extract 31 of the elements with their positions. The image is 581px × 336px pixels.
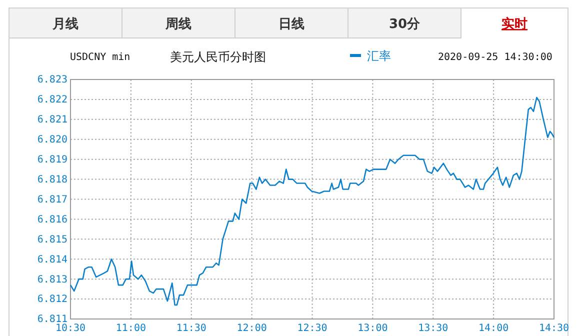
y-tick-label: 6.819	[37, 154, 68, 166]
y-tick-label: 6.822	[37, 94, 68, 106]
x-tick-label: 12:00	[236, 323, 267, 334]
y-tick-label: 6.816	[37, 214, 68, 226]
text: 月线	[52, 17, 78, 32]
y-tick-label: 6.812	[37, 294, 68, 306]
x-tick-label: 14:30	[538, 323, 570, 334]
chart-subtitle: USDCNY min	[70, 52, 130, 63]
text: 日线	[278, 17, 304, 32]
x-tick-label: 12:30	[297, 323, 328, 334]
x-tick-label: 14:00	[478, 323, 509, 334]
x-tick-label: 11:00	[116, 323, 146, 334]
y-tick-label: 6.818	[37, 174, 68, 186]
text: 周线	[164, 17, 192, 32]
y-tick-label: 6.815	[37, 234, 68, 246]
text: 30分	[388, 17, 422, 32]
text: 2020-09-25 14:30:00	[438, 52, 552, 63]
text: 实时	[502, 16, 528, 32]
y-tick-label: 6.823	[37, 74, 68, 86]
y-tick-label: 6.813	[37, 274, 68, 286]
y-tick-label: 6.814	[37, 254, 68, 266]
x-tick-label: 10:30	[55, 323, 86, 334]
x-tick-label: 11:30	[176, 323, 206, 334]
line-series	[70, 96, 555, 306]
x-tick-label: 13:00	[358, 323, 388, 334]
y-tick-label: 6.817	[37, 194, 68, 206]
x-tick-label: 13:30	[418, 323, 448, 334]
y-tick-label: 6.821	[37, 114, 68, 126]
legend-label: 汇率	[367, 49, 391, 63]
chart-title: 美元人民币分时图	[170, 50, 266, 64]
y-tick-label: 6.820	[37, 134, 68, 146]
